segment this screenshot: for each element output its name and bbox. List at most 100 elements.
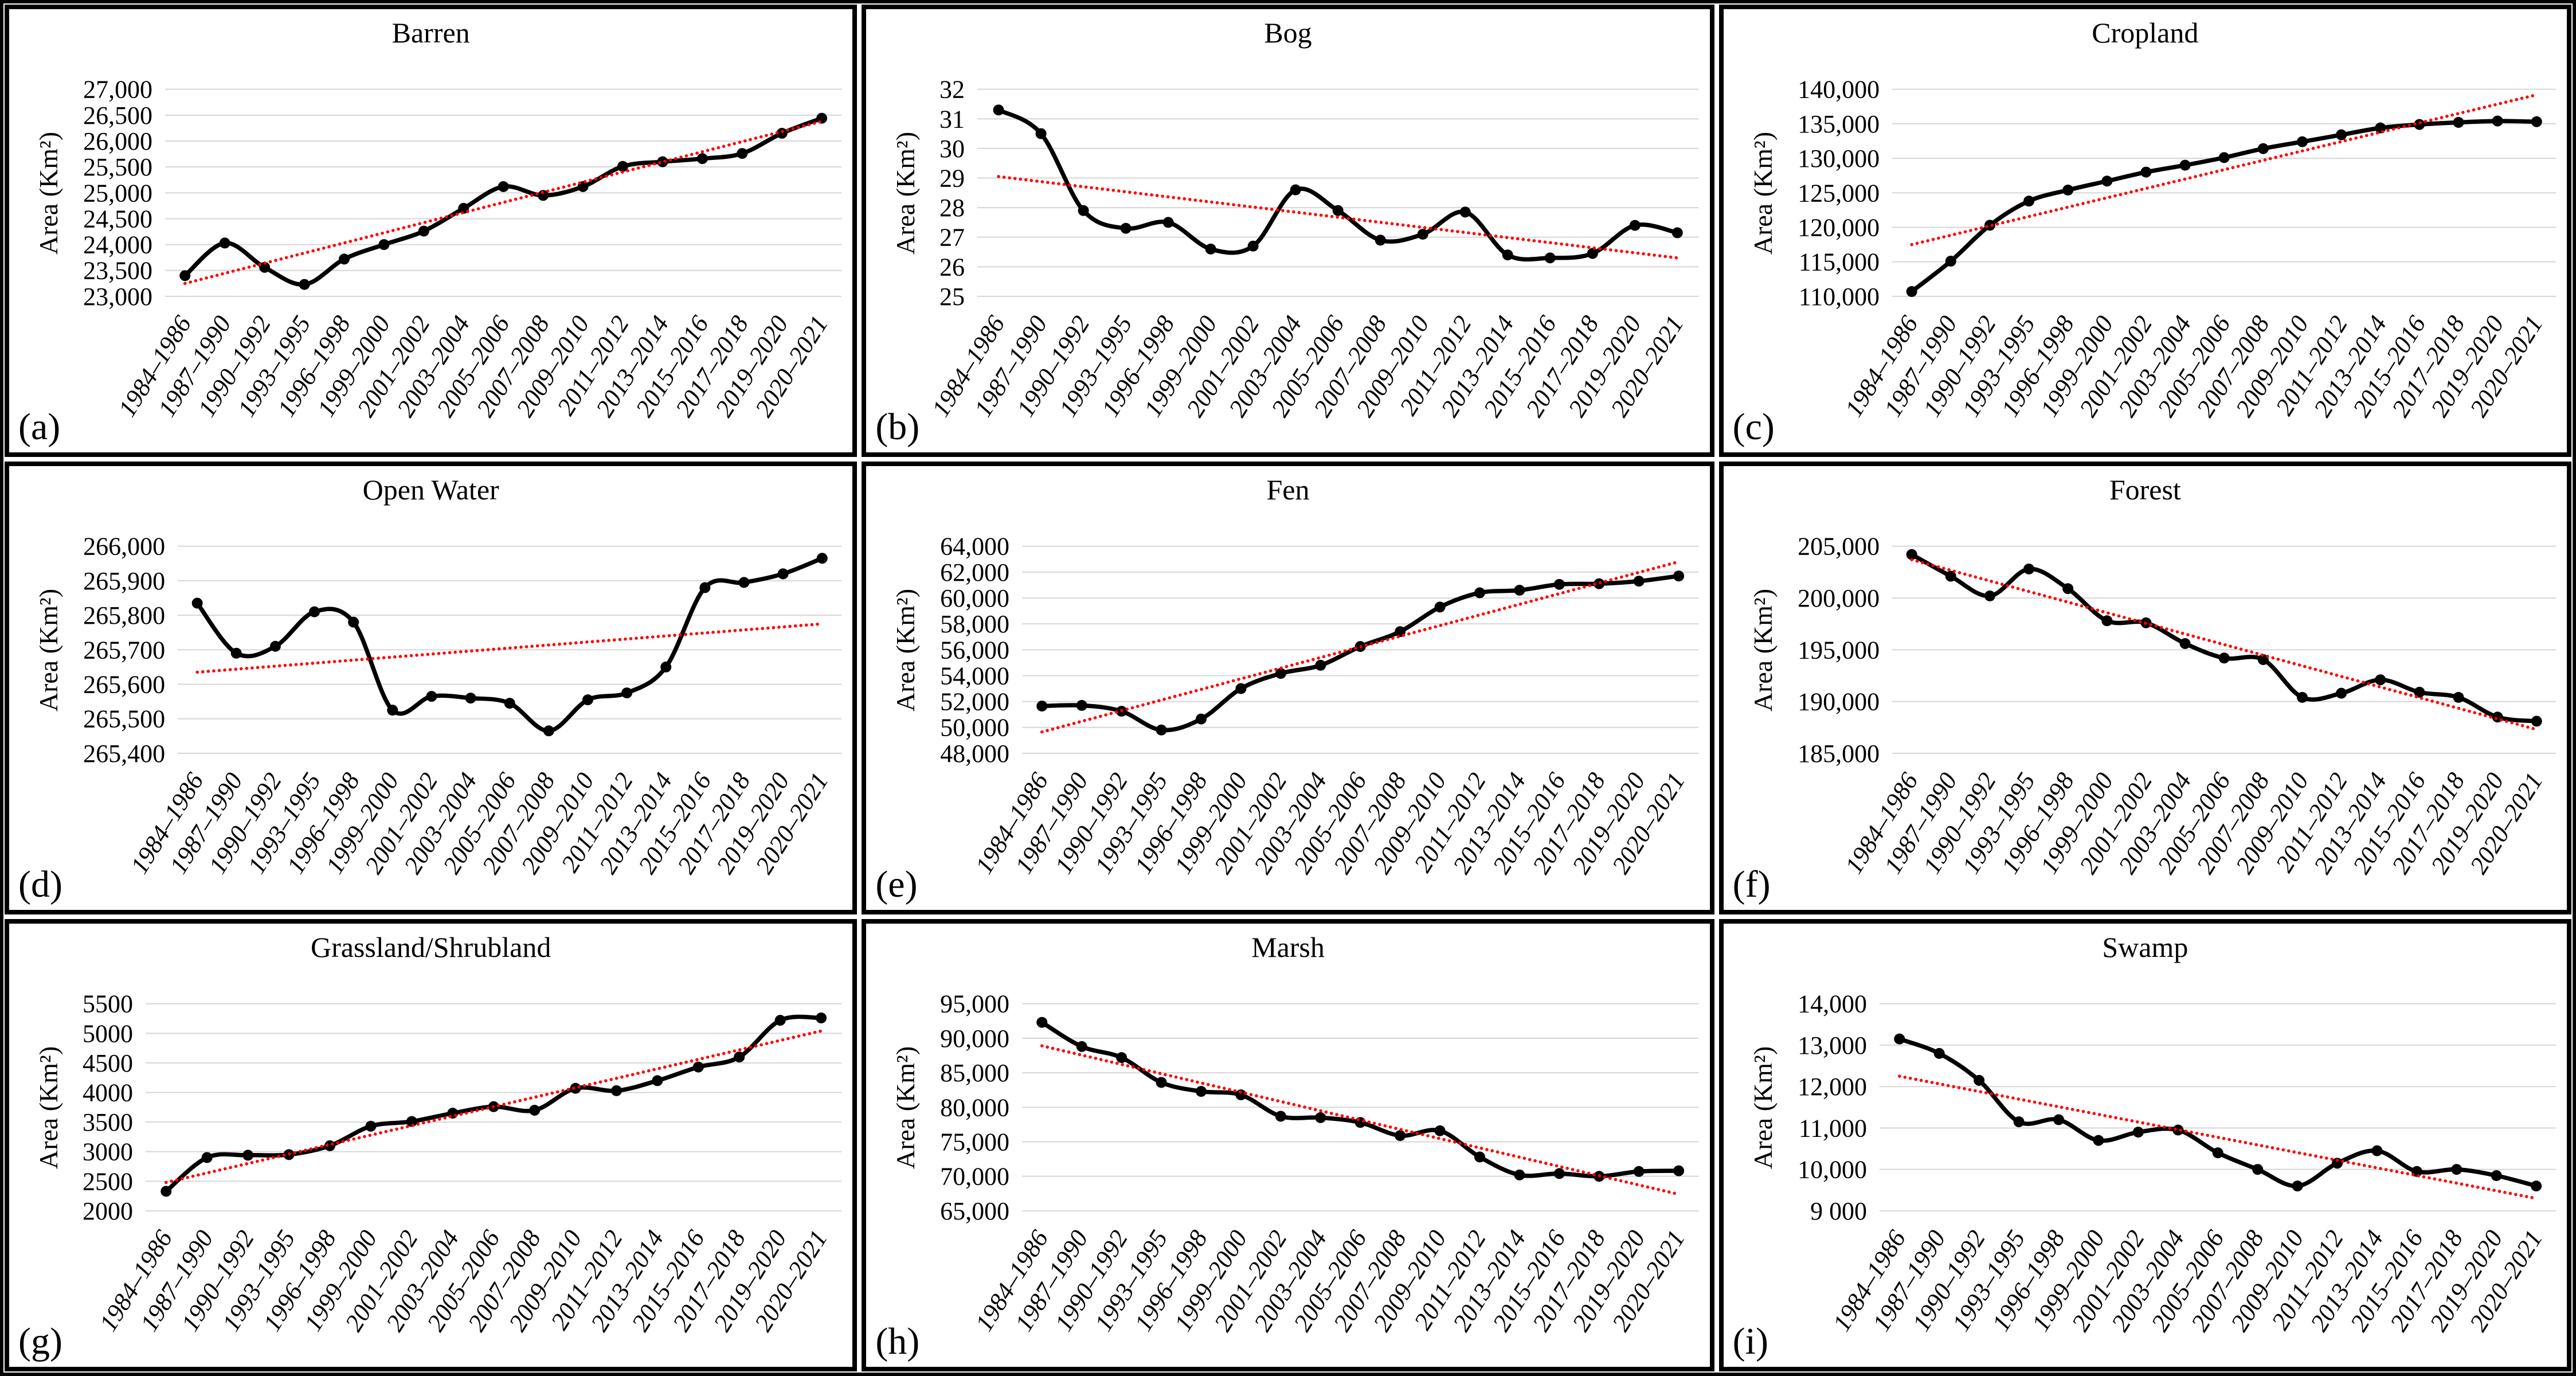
- trend-line: [183, 119, 824, 286]
- data-point-markers: [993, 104, 1684, 264]
- data-point: [1634, 1166, 1645, 1177]
- panel-letter: (h): [875, 1320, 920, 1362]
- data-point: [387, 705, 398, 716]
- y-tick-label: 31: [939, 105, 965, 133]
- chart-title: Barren: [392, 17, 470, 49]
- chart-title: Marsh: [1251, 931, 1325, 963]
- data-point: [1554, 1168, 1565, 1179]
- data-point: [1315, 1112, 1326, 1123]
- data-point: [2140, 166, 2152, 178]
- y-tick-label: 75,000: [940, 1128, 1009, 1156]
- data-point: [1196, 713, 1207, 725]
- data-point: [1035, 128, 1047, 139]
- chart-title: Bog: [1264, 17, 1312, 49]
- data-point: [2331, 1158, 2343, 1168]
- y-tick-label: 265,500: [83, 705, 165, 733]
- panel-barren: Barren Area (Km²) 27,000 26,500 26,000 25,5…: [5, 5, 858, 458]
- y-gridlines: [1879, 1003, 2556, 1211]
- data-point: [2374, 674, 2386, 686]
- data-point: [617, 161, 628, 172]
- chart-title: Fen: [1266, 474, 1310, 506]
- y-tick-label: 24,000: [83, 231, 152, 259]
- series-line: [1909, 552, 2539, 724]
- data-point: [201, 1152, 213, 1163]
- y-tick-label: 3000: [83, 1137, 133, 1166]
- y-tick-label: 25: [939, 283, 965, 311]
- y-tick-labels: 95,000 90,000 85,000 80,000 75,000 70,000 65,0…: [940, 990, 1009, 1225]
- chart-canvas-barren: 27,00026,50026,00025,50025,00024,50024,0…: [83, 76, 842, 422]
- y-tick-label: 32: [939, 76, 965, 104]
- data-point: [2335, 688, 2347, 699]
- data-point-markers: [1893, 1033, 2542, 1191]
- data-point: [1235, 683, 1247, 694]
- y-tick-label: 9 000: [1810, 1197, 1867, 1225]
- data-point: [1156, 1077, 1167, 1088]
- data-point: [2179, 159, 2191, 171]
- y-gridlines: [165, 88, 842, 298]
- panel-letter: (b): [875, 406, 920, 448]
- data-point: [2292, 1180, 2303, 1191]
- data-point: [816, 1012, 827, 1023]
- y-tick-label: 190,000: [1798, 688, 1880, 716]
- data-point-markers: [1906, 549, 2542, 727]
- panel-letter: (e): [875, 863, 918, 905]
- data-point: [2414, 687, 2425, 698]
- data-point: [1673, 1165, 1685, 1176]
- trend-line: [1040, 1044, 1681, 1196]
- series-line: [1040, 1020, 1681, 1179]
- y-tick-label: 90,000: [940, 1025, 1009, 1053]
- y-tick-label: 95,000: [940, 990, 1009, 1018]
- y-tick-label: 120,000: [1798, 214, 1880, 242]
- data-point: [160, 1186, 172, 1197]
- data-point: [1893, 1033, 1905, 1045]
- y-tick-label: 64,000: [940, 533, 1009, 561]
- x-tick-labels: 1984–19861987–19901990–19921993–19951996…: [1839, 768, 2548, 878]
- y-tick-labels: 14,000 13,000 12,000 11,000 10,000 9 000: [1798, 990, 1867, 1225]
- data-point: [582, 694, 593, 706]
- x-tick-labels: 1984–19861987–19901990–19921993–19951996…: [1827, 1225, 2547, 1336]
- y-tick-label: 27,000: [83, 76, 152, 104]
- y-tick-labels: 266,000 265,900 265,800 265,700 265,600 265,5…: [83, 533, 165, 768]
- y-tick-label: 23,500: [83, 257, 152, 285]
- y-tick-label: 28: [939, 194, 965, 222]
- data-point: [2023, 564, 2034, 575]
- data-point: [2062, 583, 2073, 595]
- y-tick-label: 25,000: [83, 179, 152, 207]
- data-point: [1196, 1085, 1207, 1097]
- y-tick-label: 185,000: [1798, 740, 1880, 768]
- data-point: [543, 725, 554, 737]
- data-point: [1554, 579, 1565, 591]
- data-point-markers: [191, 553, 828, 737]
- data-point: [498, 181, 509, 192]
- y-tick-label: 3500: [83, 1108, 133, 1136]
- trend-line: [997, 175, 1680, 260]
- data-point: [777, 568, 789, 580]
- data-point: [1333, 205, 1344, 216]
- panel-letter: (c): [1732, 406, 1775, 448]
- chart-canvas-forest: 205,000 200,000 195,000 190,000 185,0001984–…: [1798, 533, 2556, 879]
- y-tick-label: 110,000: [1798, 283, 1879, 311]
- data-point: [2296, 692, 2308, 703]
- chart-title: Open Water: [362, 474, 499, 506]
- y-tick-label: 140,000: [1798, 76, 1880, 104]
- data-point: [2023, 196, 2034, 207]
- panel-bog: Bog Area (Km²) 32 31 30 29 28 27 26 25 1984–1986…: [862, 5, 1714, 458]
- data-point: [2335, 129, 2347, 140]
- data-point: [1036, 701, 1048, 712]
- data-point: [1156, 725, 1167, 736]
- data-point: [2252, 1163, 2263, 1175]
- data-point-markers: [179, 112, 828, 290]
- data-point: [1474, 587, 1486, 599]
- y-tick-labels: 140,000 135,000 130,000 125,000 120,000 115,0…: [1798, 76, 1880, 311]
- x-tick-labels: 1984–19861987–19901990–19921993–19951996…: [926, 311, 1689, 421]
- y-tick-label: 58,000: [940, 610, 1009, 638]
- series-line: [1909, 119, 2539, 294]
- y-tick-label: 54,000: [940, 662, 1009, 690]
- panel-letter: (f): [1732, 863, 1771, 905]
- data-point: [1673, 570, 1685, 582]
- y-tick-label: 24,500: [83, 205, 152, 233]
- y-tick-label: 14,000: [1798, 990, 1867, 1018]
- y-tick-labels: 205,000 200,000 195,000 190,000 185,000: [1798, 533, 1880, 768]
- x-tick-labels: 1984–19861987–19901990–19921993–19951996…: [970, 768, 1690, 878]
